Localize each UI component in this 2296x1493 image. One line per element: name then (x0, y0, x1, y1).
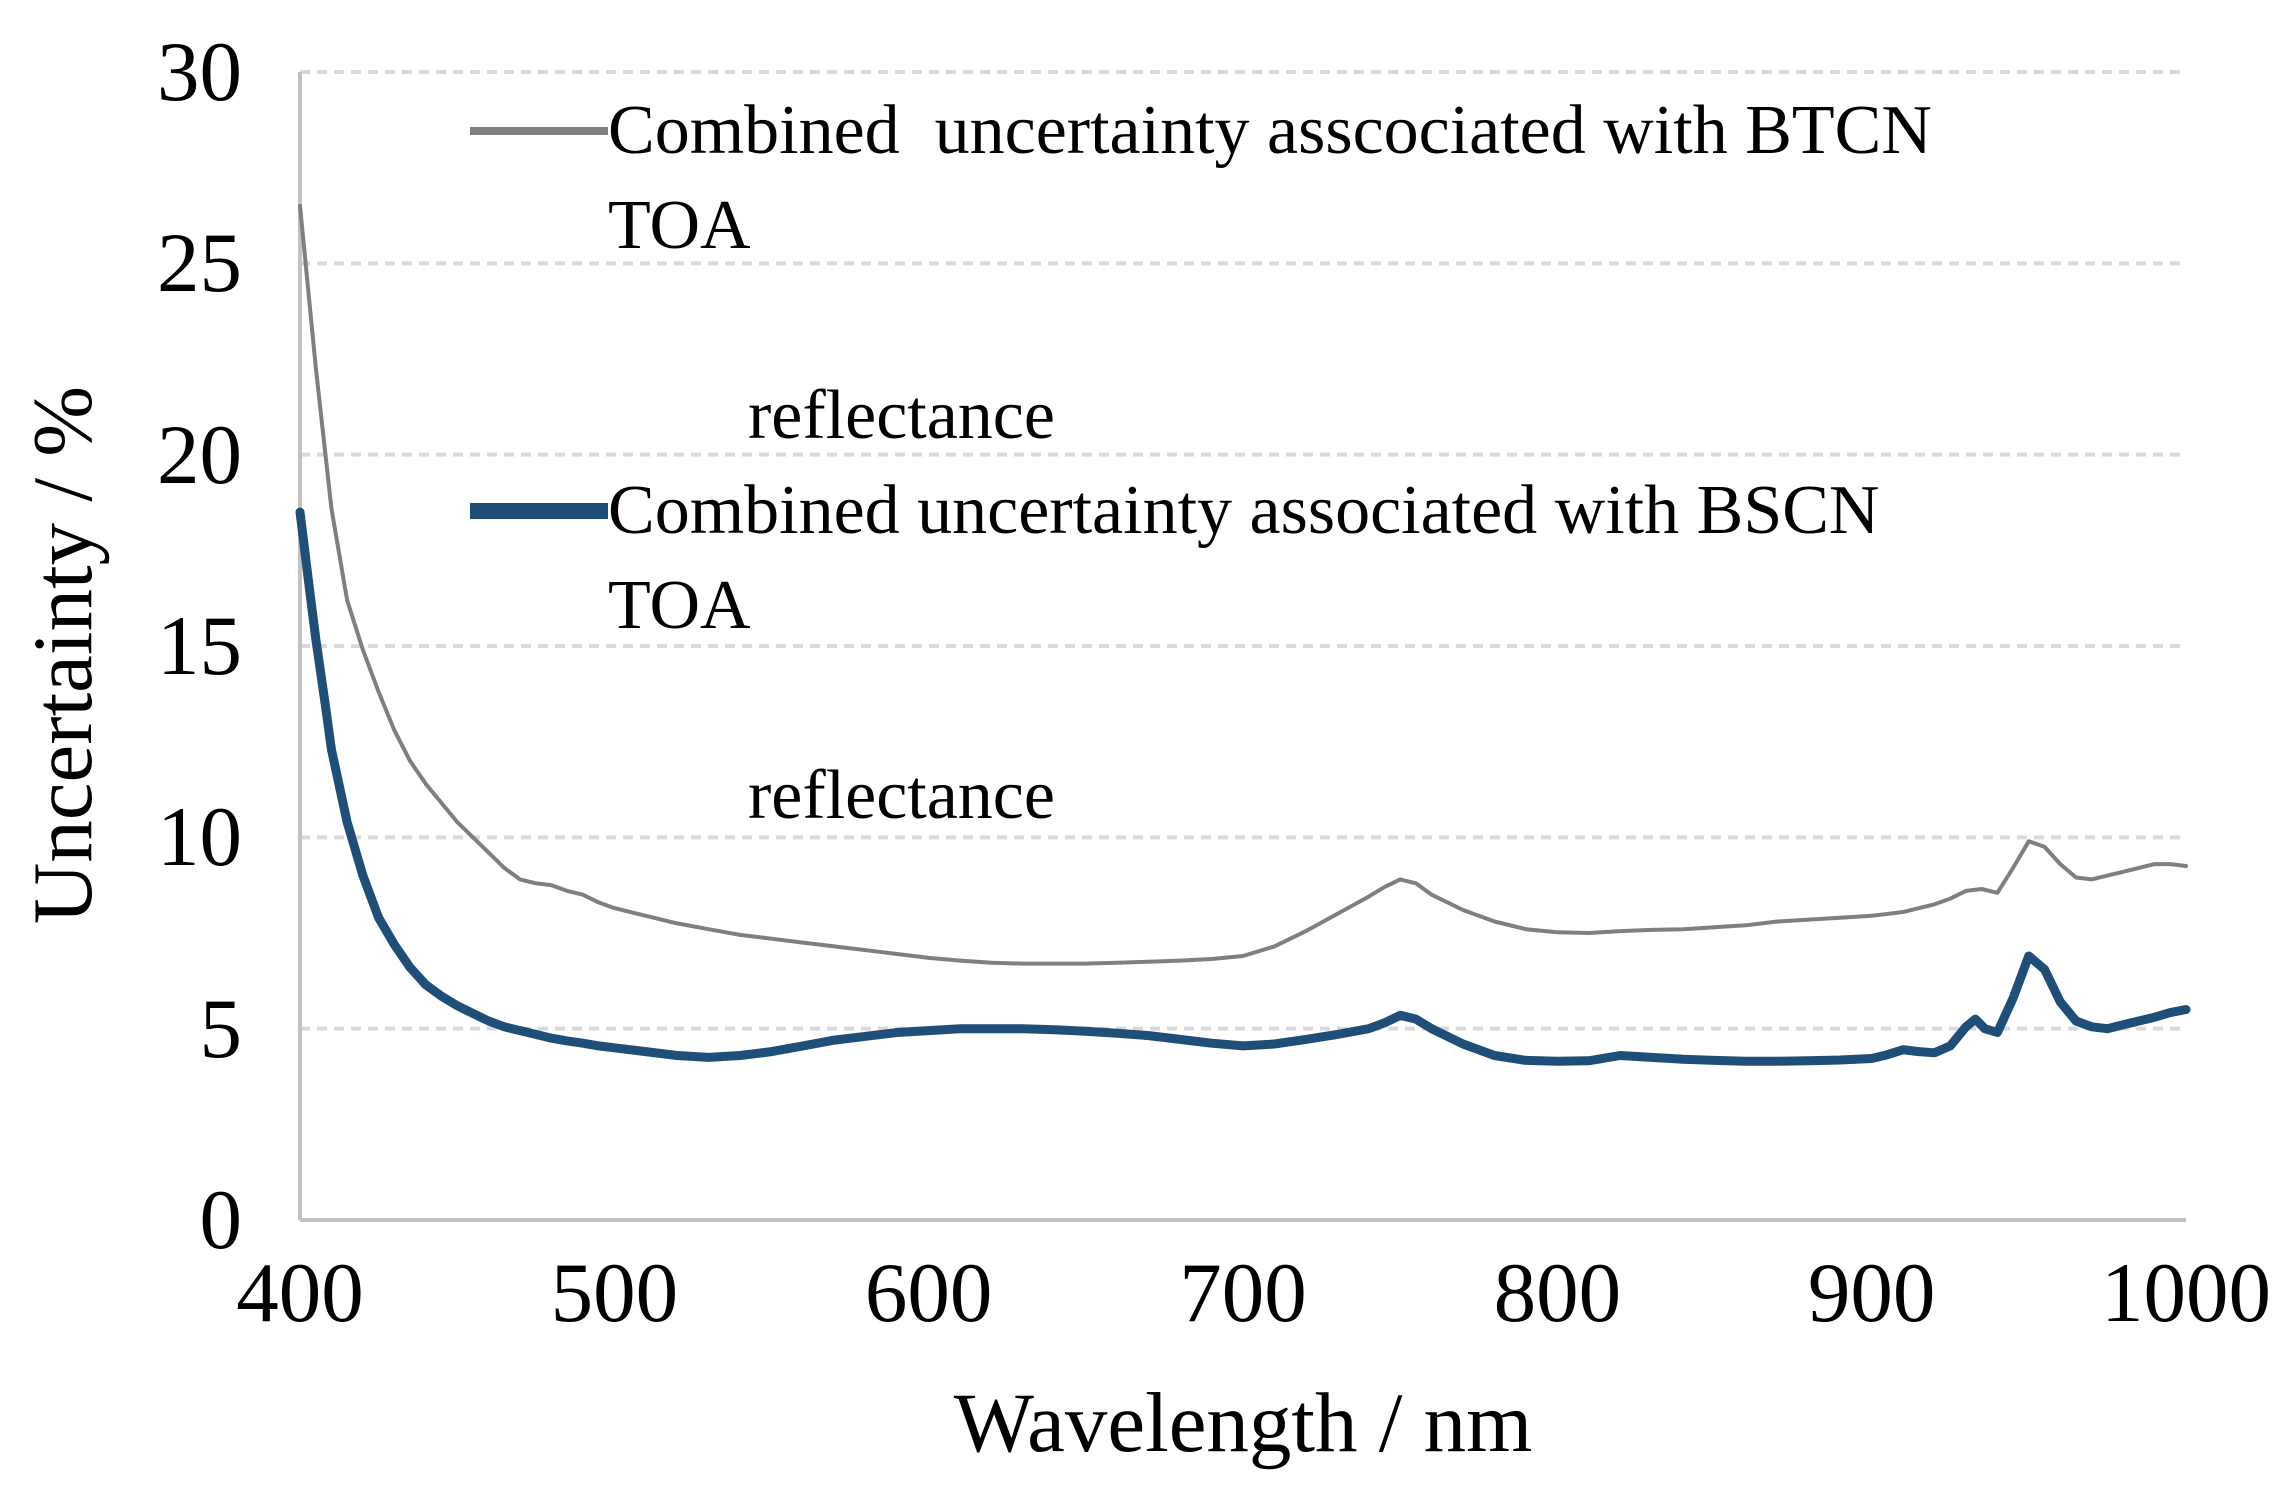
y-tick-label-15: 15 (157, 599, 242, 693)
btcn-line-swatch-icon (470, 127, 608, 135)
legend-label-bscn-line2: reflectance (748, 757, 1055, 834)
x-tick-label-800: 800 (1493, 1246, 1622, 1340)
x-tick-label-500: 500 (550, 1246, 679, 1340)
legend-entry-bscn: Combined uncertainty associated with BSC… (470, 463, 1970, 843)
bscn-line-swatch-icon (470, 503, 608, 519)
x-tick-label-700: 700 (1179, 1246, 1307, 1340)
legend-label-btcn: Combined uncertainty asscociated with BT… (608, 83, 1970, 463)
y-tick-label-0: 0 (199, 1173, 243, 1267)
y-tick-label-25: 25 (157, 216, 242, 311)
legend-label-btcn-line2: reflectance (748, 377, 1055, 454)
y-tick-label-20: 20 (157, 407, 242, 502)
series-line-btcn (298, 203, 2188, 966)
x-tick-label-400: 400 (236, 1246, 364, 1340)
y-tick-label-30: 30 (157, 25, 242, 119)
y-tick-label-5: 5 (199, 981, 243, 1076)
y-tick-label-10: 10 (157, 790, 242, 885)
x-axis-title: Wavelength / nm (953, 1376, 1533, 1470)
legend-label-bscn-line1: Combined uncertainty associated with BSC… (608, 472, 1896, 644)
series-line-bscn (295, 507, 2191, 1066)
x-tick-label-600: 600 (864, 1246, 993, 1340)
legend-label-bscn: Combined uncertainty associated with BSC… (608, 463, 1970, 843)
legend-label-btcn-line1: Combined uncertainty asscociated with BT… (608, 92, 1949, 264)
legend: Combined uncertainty asscociated with BT… (470, 83, 1970, 843)
legend-entry-btcn: Combined uncertainty asscociated with BT… (470, 83, 1970, 463)
x-tick-label-1000: 1000 (2101, 1246, 2271, 1340)
x-tick-label-900: 900 (1807, 1246, 1936, 1340)
